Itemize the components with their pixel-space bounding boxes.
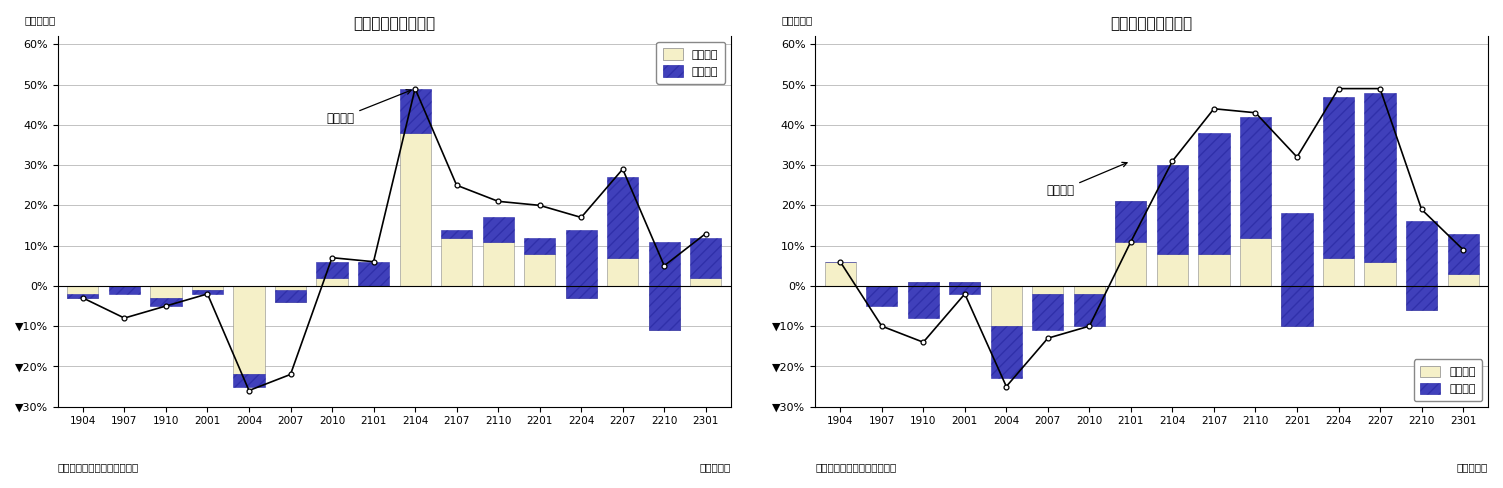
Bar	[565, 229, 597, 298]
Bar	[68, 286, 99, 298]
Legend: 数量要因, 価格要因: 数量要因, 価格要因	[657, 42, 724, 83]
Bar	[565, 286, 597, 298]
Bar	[1033, 286, 1064, 294]
Text: （資料）財務省「貸易統計」: （資料）財務省「貸易統計」	[59, 462, 140, 472]
Bar	[525, 238, 555, 254]
Text: （年・月）: （年・月）	[699, 462, 730, 472]
Bar	[1405, 286, 1437, 310]
Bar	[1323, 97, 1354, 258]
Bar	[908, 282, 939, 318]
Bar	[607, 258, 639, 286]
Title: 輸入金額の要因分解: 輸入金額の要因分解	[1111, 16, 1193, 31]
Text: （資料）財務省「貸易統計」: （資料）財務省「貸易統計」	[815, 462, 897, 472]
Bar	[275, 290, 307, 302]
Bar	[440, 229, 472, 238]
Bar	[68, 294, 99, 298]
Bar	[607, 177, 639, 258]
Bar	[1240, 117, 1272, 238]
Bar	[649, 286, 679, 330]
Bar	[1115, 202, 1147, 242]
Bar	[1282, 286, 1312, 326]
Bar	[1157, 165, 1187, 254]
Bar	[150, 286, 182, 298]
Bar	[317, 278, 347, 286]
Bar	[1115, 202, 1147, 286]
Bar	[950, 282, 980, 294]
Bar	[108, 286, 140, 294]
Bar	[525, 254, 555, 286]
Bar	[233, 374, 265, 386]
Bar	[990, 286, 1022, 326]
Bar	[649, 242, 679, 330]
Bar	[233, 286, 265, 374]
Bar	[950, 282, 980, 286]
Bar	[990, 326, 1022, 379]
Text: 輸入金額: 輸入金額	[1046, 163, 1127, 197]
Bar	[1365, 262, 1396, 286]
Bar	[400, 133, 431, 286]
Bar	[150, 298, 182, 306]
Bar	[1198, 133, 1229, 254]
Bar	[1240, 238, 1272, 286]
Text: 輸出金額: 輸出金額	[326, 90, 412, 125]
Bar	[690, 238, 721, 278]
Bar	[440, 238, 472, 286]
Bar	[1157, 254, 1187, 286]
Text: （前年比）: （前年比）	[782, 15, 813, 25]
Bar	[192, 290, 222, 294]
Bar	[1282, 213, 1312, 326]
Bar	[1073, 286, 1105, 294]
Bar	[1033, 294, 1064, 330]
Bar	[1073, 294, 1105, 326]
Bar	[358, 262, 389, 286]
Bar	[825, 262, 855, 286]
Bar	[482, 218, 514, 242]
Bar	[866, 286, 897, 306]
Bar	[1405, 222, 1437, 310]
Bar	[400, 89, 431, 133]
Bar	[690, 278, 721, 286]
Bar	[317, 262, 347, 278]
Bar	[1447, 274, 1479, 286]
Bar	[275, 286, 307, 302]
Bar	[1365, 93, 1396, 262]
Bar	[1323, 258, 1354, 286]
Bar	[908, 282, 939, 286]
Bar	[192, 286, 222, 290]
Bar	[1447, 234, 1479, 274]
Title: 輸出金額の要因分解: 輸出金額の要因分解	[353, 16, 436, 31]
Text: （前年比）: （前年比）	[24, 15, 56, 25]
Legend: 数量要因, 価格要因: 数量要因, 価格要因	[1414, 359, 1482, 401]
Text: （年・月）: （年・月）	[1456, 462, 1488, 472]
Bar	[1198, 254, 1229, 286]
Bar	[482, 242, 514, 286]
